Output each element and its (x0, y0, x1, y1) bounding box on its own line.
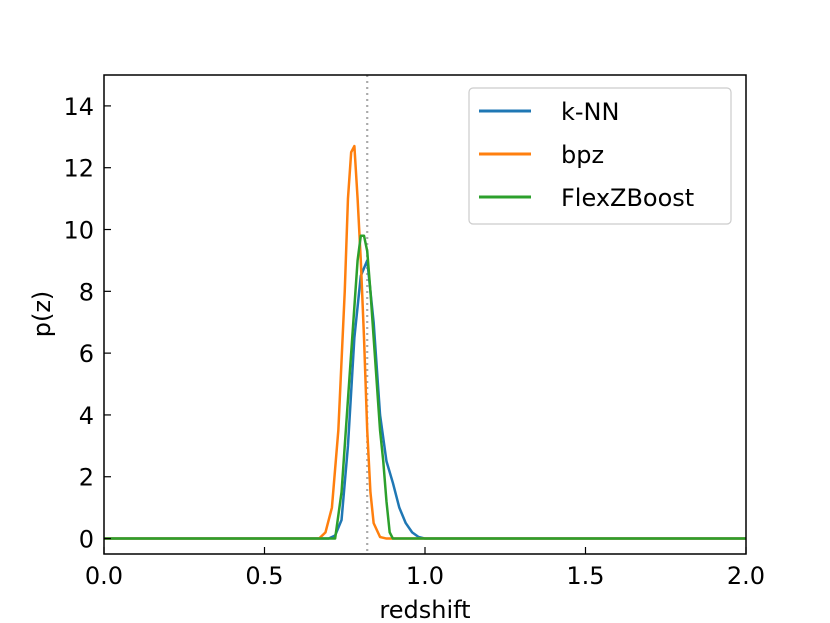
legend-label-bpz: bpz (561, 141, 604, 169)
y-axis-label: p(z) (28, 291, 56, 338)
y-tick-label: 2 (79, 464, 94, 492)
x-tick-label: 0.0 (85, 562, 123, 590)
x-tick-label: 1.0 (406, 562, 444, 590)
series-line-bpz (104, 144, 746, 540)
legend: k-NN bpz FlexZBoost (468, 87, 732, 225)
x-axis: 0.0 0.5 1.0 1.5 2.0 (85, 547, 765, 590)
plot-area (104, 75, 746, 554)
legend-label-knn: k-NN (561, 98, 619, 126)
y-tick-label: 12 (63, 155, 94, 183)
y-tick-label: 14 (63, 93, 94, 121)
y-tick-label: 4 (79, 402, 94, 430)
x-tick-label: 1.5 (566, 562, 604, 590)
x-axis-label: redshift (379, 596, 470, 623)
y-tick-label: 6 (79, 340, 94, 368)
x-tick-label: 0.5 (245, 562, 283, 590)
y-tick-label: 0 (79, 526, 94, 554)
y-tick-label: 8 (79, 278, 94, 306)
series-line-k-nn (104, 259, 746, 540)
legend-label-flexzboost: FlexZBoost (561, 184, 694, 212)
y-tick-label: 10 (63, 217, 94, 245)
series-line-flexzboost (104, 234, 746, 540)
y-axis: 0 2 4 6 8 10 12 14 (63, 93, 111, 554)
legend-box (468, 87, 732, 225)
x-tick-label: 2.0 (727, 562, 765, 590)
